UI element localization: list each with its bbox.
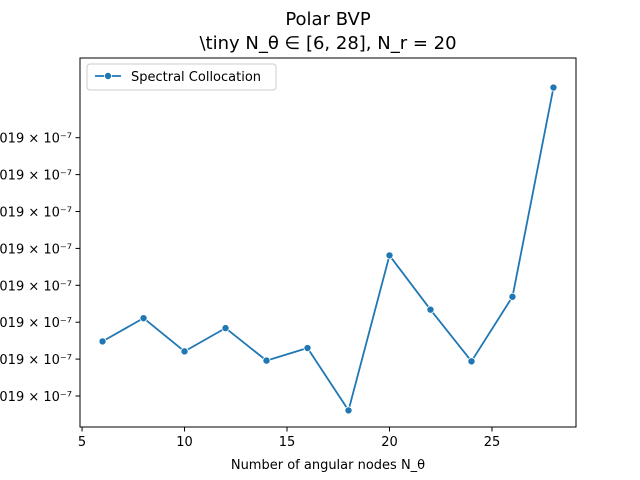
data-point [221,324,230,333]
data-point [303,344,312,353]
y-tick-label: 019 × 10⁻⁷ [0,316,72,331]
x-tick-label: 10 [176,435,193,450]
y-tick-label: 019 × 10⁻⁷ [0,169,72,184]
chart-title-line1: Polar BVP [285,9,370,30]
data-point [508,292,517,301]
x-tick-label: 15 [279,435,296,450]
plot-area: 5 10 15 20 25 019 × 10⁻⁷ 019 × 10⁻⁷ 019 × 10⁻⁷ 0… [0,83,558,450]
y-tick-label: 019 × 10⁻⁷ [0,390,72,405]
data-point [385,251,394,260]
legend-box [86,63,277,91]
y-tick-label: 019 × 10⁻⁷ [0,242,72,257]
x-axis-label: Number of angular nodes N_θ [231,458,425,473]
x-tick-label: 5 [78,435,86,450]
y-tick-label: 019 × 10⁻⁷ [0,353,72,368]
data-point [139,314,148,323]
chart-title-line2: \tiny N_θ ∈ [6, 28], N_r = 20 [199,33,456,54]
data-point [344,406,353,415]
x-tick-label: 25 [484,435,501,450]
data-point [549,83,558,92]
data-point [262,356,271,365]
y-tick-label: 019 × 10⁻⁷ [0,279,72,294]
series-line [102,87,555,412]
data-point [98,337,107,346]
legend-label: Spectral Collocation [131,70,261,85]
y-tick-label: 019 × 10⁻⁷ [0,132,72,147]
legend-marker-swatch [104,72,113,81]
data-point [467,357,476,366]
data-point [426,305,435,314]
data-point [180,347,189,356]
x-tick-label: 20 [381,435,398,450]
legend: Spectral Collocation [86,63,277,91]
axes-frame [79,57,577,428]
y-tick-label: 019 × 10⁻⁷ [0,206,72,221]
